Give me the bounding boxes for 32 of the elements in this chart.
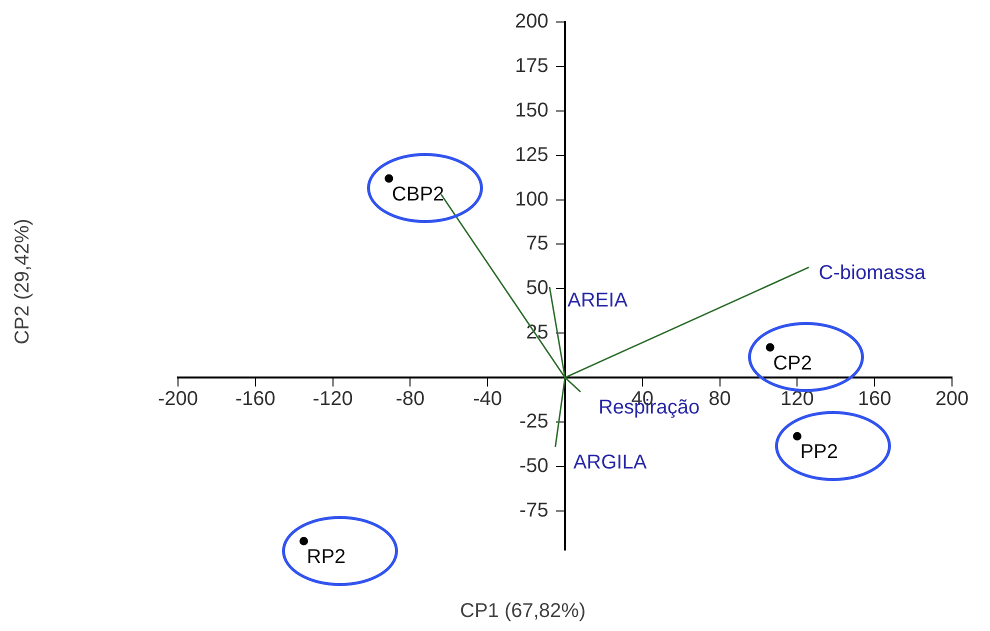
x-tick-label: 160	[858, 388, 892, 410]
y-tick-label: 150	[514, 99, 565, 122]
data-label: CBP2	[392, 183, 444, 206]
x-tick-label: 200	[935, 388, 969, 410]
text: CP2 (29,42%)	[11, 218, 34, 344]
point	[766, 343, 774, 352]
x-tick-label: -40	[473, 388, 502, 410]
y-tick-label: 200	[514, 10, 565, 33]
data-label: AREIA	[568, 289, 628, 312]
point	[300, 536, 308, 546]
x-tick-label: 80	[708, 388, 731, 410]
y-tick-label: 125	[514, 144, 565, 166]
y-tick-label: -50	[519, 454, 565, 477]
y-tick-label: 50	[526, 277, 565, 300]
point	[384, 174, 394, 183]
x-tick-label: -120	[312, 388, 353, 410]
point	[792, 432, 802, 440]
data-label: CP2	[773, 352, 812, 374]
data-label: PP2	[800, 441, 838, 464]
y-tick-label: 175	[514, 54, 565, 77]
x-tick-label: 120	[780, 388, 814, 410]
y-tick-label: -75	[519, 499, 565, 522]
x-tick-label: -200	[158, 388, 198, 410]
y-tick-label: -25	[519, 410, 565, 433]
x-tick-label: -160	[235, 388, 276, 410]
data-label: ARGILA	[573, 451, 648, 474]
x-axis-title: CP1 (67,82%)	[460, 600, 586, 623]
y-tick-label: 75	[526, 232, 565, 255]
x-tick-label: -80	[396, 388, 425, 410]
y-tick-label: 100	[514, 188, 565, 210]
data-label: C-biomassa	[818, 262, 926, 284]
data-label: RP2	[306, 546, 346, 568]
